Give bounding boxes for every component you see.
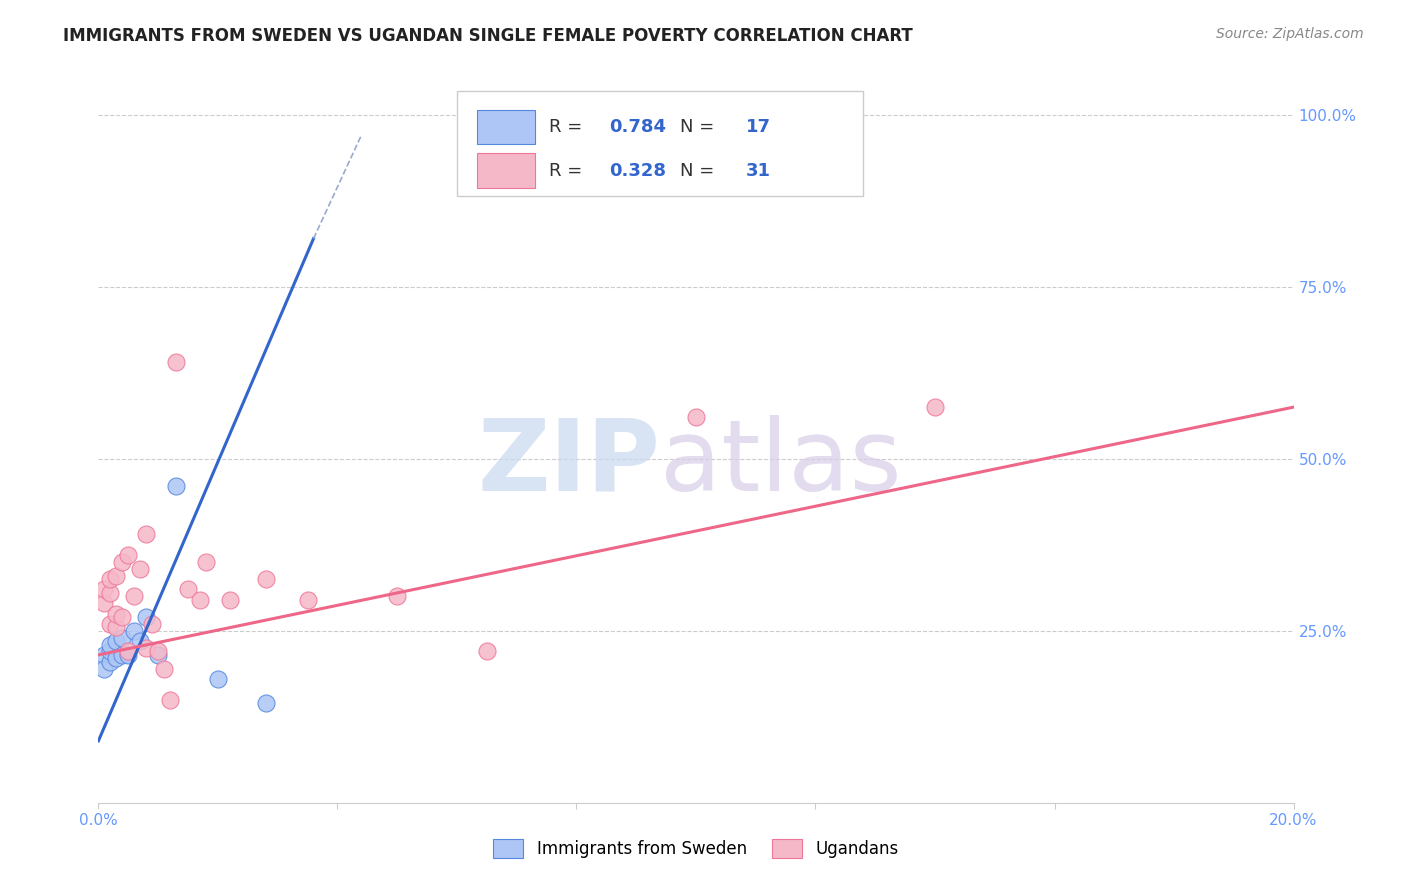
Point (219, 592, 242, 607)
Point (105, 651, 128, 665)
Point (111, 555, 134, 569)
Point (117, 648, 139, 662)
Point (254, 572, 277, 586)
Text: R =: R = (548, 161, 588, 180)
Point (111, 610, 134, 624)
FancyBboxPatch shape (477, 153, 534, 188)
Text: ZIP: ZIP (477, 415, 661, 512)
Point (165, 355, 187, 369)
Text: R =: R = (548, 118, 588, 136)
Point (111, 648, 134, 662)
Point (297, 592, 319, 607)
Point (98, 644, 122, 658)
Point (153, 662, 176, 676)
Text: Source: ZipAtlas.com: Source: ZipAtlas.com (1216, 27, 1364, 41)
Point (93, 648, 115, 662)
Text: 0.784: 0.784 (609, 118, 665, 136)
Point (159, 692, 181, 706)
Text: N =: N = (681, 161, 720, 180)
Point (98, 586, 122, 600)
Text: atlas: atlas (661, 415, 901, 512)
Point (117, 548, 139, 562)
Text: 31: 31 (747, 161, 770, 180)
Point (135, 640, 157, 655)
Legend: Immigrants from Sweden, Ugandans: Immigrants from Sweden, Ugandans (485, 830, 907, 867)
Text: N =: N = (681, 118, 720, 136)
Point (93, 596, 115, 610)
Point (195, 555, 218, 569)
Point (129, 562, 152, 576)
Point (105, 568, 128, 582)
Text: IMMIGRANTS FROM SWEDEN VS UGANDAN SINGLE FEMALE POVERTY CORRELATION CHART: IMMIGRANTS FROM SWEDEN VS UGANDAN SINGLE… (63, 27, 912, 45)
Point (98, 616, 122, 631)
Point (105, 607, 128, 621)
Point (177, 582, 200, 597)
Point (129, 634, 152, 648)
FancyBboxPatch shape (477, 110, 534, 145)
Point (141, 616, 163, 631)
Point (117, 644, 139, 658)
Point (93, 582, 115, 597)
Point (165, 479, 187, 493)
Text: 17: 17 (747, 118, 770, 136)
Point (124, 590, 146, 604)
Point (254, 696, 277, 710)
Point (135, 610, 157, 624)
Point (385, 590, 409, 604)
FancyBboxPatch shape (457, 91, 863, 196)
Point (207, 672, 229, 686)
Point (93, 662, 115, 676)
Point (111, 631, 134, 645)
Point (124, 624, 146, 638)
Text: 0.328: 0.328 (609, 161, 665, 180)
Point (135, 527, 157, 541)
Point (924, 400, 946, 414)
Point (98, 655, 122, 669)
Point (148, 644, 170, 658)
Point (105, 620, 128, 634)
Point (148, 648, 170, 662)
Point (475, 644, 498, 658)
Point (685, 410, 707, 425)
Point (188, 592, 211, 607)
Point (105, 634, 128, 648)
Point (98, 638, 122, 652)
Point (98, 572, 122, 586)
